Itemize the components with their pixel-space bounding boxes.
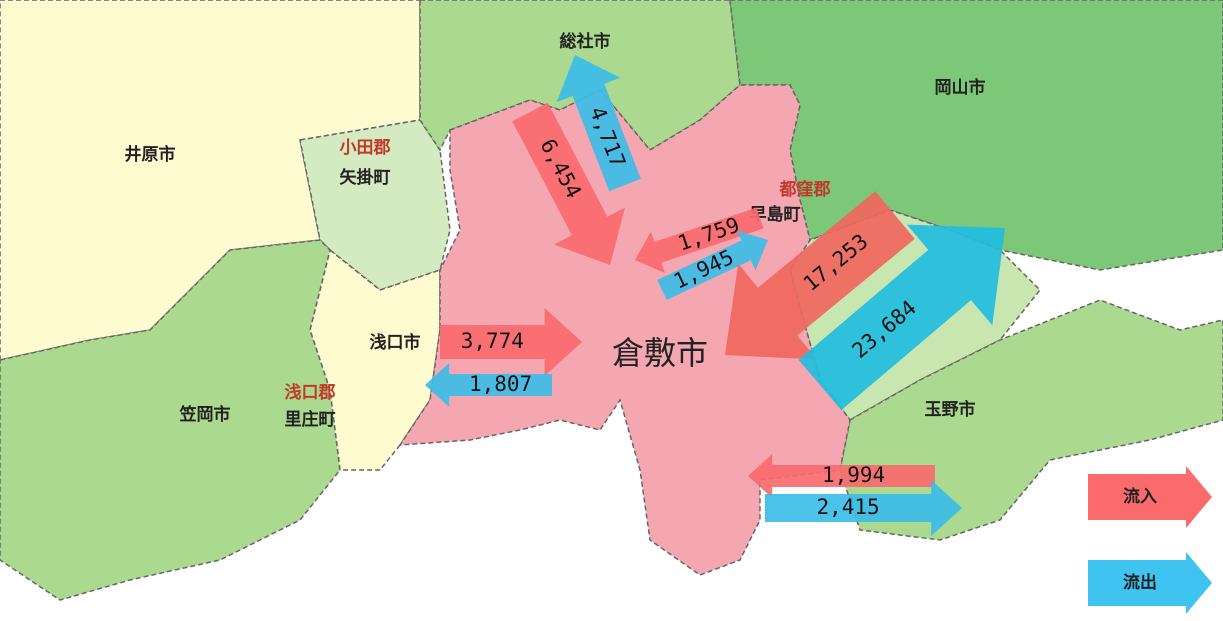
region-label: 小田郡 <box>340 138 391 158</box>
flow-arrow <box>724 191 915 360</box>
flow-value: 2,415 <box>816 495 879 519</box>
flow-arrow <box>798 224 1005 411</box>
legend-arrow <box>1088 466 1212 528</box>
flow-value: 1,994 <box>822 463 885 487</box>
flow-arrow <box>748 454 935 498</box>
flow-arrow <box>512 102 626 265</box>
legend-label: 流入 <box>1123 486 1157 507</box>
flow-arrow <box>634 207 764 274</box>
region-label: 総社市 <box>560 31 611 52</box>
flow-value: 3,774 <box>461 329 524 353</box>
flow-arrow <box>440 308 582 376</box>
region-label: 浅口郡 <box>285 382 336 403</box>
legend-label: 流出 <box>1123 572 1157 593</box>
region-label: 岡山市 <box>935 77 986 98</box>
region-label: 里庄町 <box>285 409 336 430</box>
region-label: 早島町 <box>750 204 801 225</box>
region-label: 井原市 <box>125 144 176 165</box>
flow-value: 1,807 <box>469 372 532 396</box>
region-label: 玉野市 <box>925 399 976 420</box>
region-label: 笠岡市 <box>180 404 231 425</box>
legend-arrow <box>1088 552 1212 614</box>
region-label: 都窪郡 <box>779 179 831 200</box>
flow-arrow <box>765 480 962 536</box>
region-label: 倉敷市 <box>612 334 708 372</box>
regions-shapes <box>0 0 1223 601</box>
flow-arrow <box>657 230 769 300</box>
flow-arrow <box>425 363 552 407</box>
flow-arrow <box>556 54 641 192</box>
region-label: 浅口市 <box>370 332 421 353</box>
region-label: 矢掛町 <box>340 167 391 188</box>
